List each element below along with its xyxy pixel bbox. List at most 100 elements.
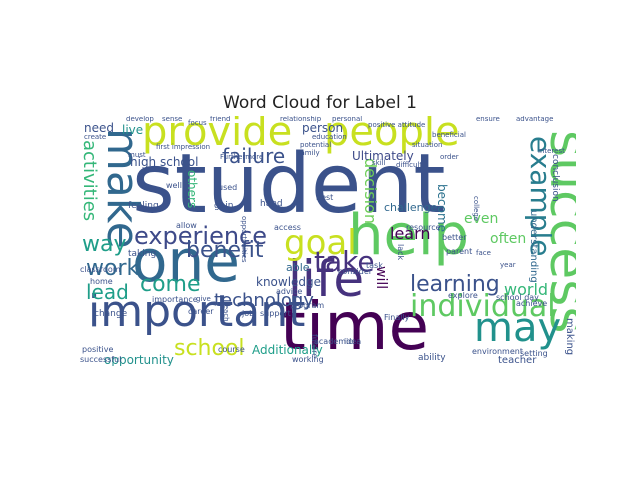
word-school: school — [174, 336, 245, 361]
word-help: help — [348, 203, 470, 268]
word-world: world — [504, 280, 549, 299]
word-family: family — [298, 149, 320, 157]
word-explore: explore — [448, 291, 478, 300]
word-one: one — [132, 227, 240, 295]
word-lack: lack — [396, 244, 405, 261]
word-potential: potential — [300, 141, 332, 149]
word-opportunity: opportunity — [104, 353, 174, 366]
word-successful: successful — [80, 355, 122, 364]
word-technology: technology — [214, 290, 314, 311]
word-feeling: feeling — [128, 201, 159, 211]
word-academic: academic — [314, 337, 353, 346]
word-come: come — [140, 272, 201, 297]
word-life: life — [288, 250, 365, 308]
word-often: often — [490, 231, 527, 247]
word-positive-attitude: positive attitude — [368, 121, 426, 129]
chart-title: Word Cloud for Label 1 — [223, 93, 417, 113]
word-reach: reach — [222, 302, 230, 322]
word-best: best — [316, 193, 334, 202]
word-gain: gain — [214, 201, 234, 211]
word-understanding: understanding — [528, 210, 539, 283]
word-environment: environment — [472, 347, 523, 356]
word-job: job — [242, 309, 255, 318]
word-give: give — [196, 295, 211, 303]
word-time: time — [280, 288, 430, 365]
word-course: course — [218, 345, 245, 354]
word-year: year — [500, 261, 516, 269]
word-setting: setting — [520, 349, 548, 358]
word-even: even — [464, 211, 499, 227]
word-used: used — [218, 183, 238, 192]
word-skill: skill — [372, 159, 386, 167]
word-learning: learning — [410, 272, 500, 297]
word-develop: develop — [126, 116, 154, 123]
word-experience: experience — [134, 222, 268, 250]
word-activities: activities — [80, 140, 100, 222]
word-conclusion: conclusion — [550, 154, 560, 202]
word-classroom: classroom — [80, 265, 121, 274]
word-create: create — [84, 133, 107, 141]
word-individual: individual — [410, 289, 556, 324]
word-furthermore: Furthermore — [220, 153, 264, 161]
word-allow: allow — [176, 221, 197, 230]
word-able: able — [286, 261, 310, 274]
word-making: making — [564, 318, 575, 356]
word-positive: positive — [82, 345, 114, 354]
word-beneficial: beneficial — [432, 131, 466, 139]
word-benefit: benefit — [186, 238, 264, 263]
word-people: people — [324, 116, 460, 155]
word-knowledge: knowledge — [256, 275, 322, 289]
word-resource: resource — [406, 223, 441, 232]
word-idea: idea — [344, 337, 362, 346]
word-cloud: student time help one people important success… — [80, 116, 576, 366]
word-focus: focus — [188, 119, 207, 127]
word-finally: Finally — [384, 313, 410, 322]
word-parent: parent — [446, 247, 473, 256]
word-personal: personal — [332, 116, 363, 123]
word-high-school: high school — [130, 155, 199, 169]
word-taking: taking — [128, 249, 157, 259]
word-working: working — [292, 355, 324, 364]
word-consider: consider — [338, 267, 373, 276]
word-student: student — [132, 137, 446, 232]
word-person: person — [302, 121, 344, 135]
word-decision: decision — [361, 158, 380, 224]
word-change: change — [94, 309, 128, 319]
word-college: college — [472, 196, 480, 222]
word-home: home — [90, 277, 113, 286]
word-better: better — [442, 233, 467, 242]
word-teacher: teacher — [498, 355, 537, 366]
word-ultimately: Ultimately — [352, 149, 414, 163]
word-take: take — [314, 245, 375, 278]
word-education: education — [312, 133, 347, 141]
word-support: support — [260, 309, 291, 318]
word-hand: hand — [260, 199, 283, 209]
word-live: live — [122, 123, 144, 137]
word-achieve: achieve — [516, 299, 548, 308]
word-importance: importance — [152, 295, 198, 304]
word-school-day: school day — [496, 293, 539, 302]
word-must: must — [128, 151, 146, 159]
word-important: important — [88, 286, 306, 337]
word-task: task — [366, 261, 383, 270]
word-way: way — [82, 232, 127, 257]
word-well: well — [166, 181, 182, 190]
word-additionally: Additionally — [252, 343, 323, 357]
word-friend: friend — [210, 116, 231, 123]
word-situation: situation — [412, 141, 443, 149]
word-goal: goal — [284, 223, 357, 263]
word-work: work — [86, 256, 140, 281]
word-access: access — [274, 223, 301, 232]
word-career: career — [188, 307, 214, 316]
word-ensure: ensure — [476, 116, 500, 123]
word-learn: learn — [390, 224, 431, 243]
word-difficult: difficult — [396, 161, 423, 169]
word-need: need — [84, 121, 114, 135]
word-order: order — [440, 153, 459, 161]
word-provide: provide — [142, 116, 293, 155]
word-advantage: advantage — [516, 116, 554, 123]
word-may: may — [474, 305, 562, 351]
word-challenge: challenge — [384, 201, 438, 214]
word-advice: advice — [276, 287, 303, 296]
word-first-impression: first impression — [156, 143, 211, 151]
